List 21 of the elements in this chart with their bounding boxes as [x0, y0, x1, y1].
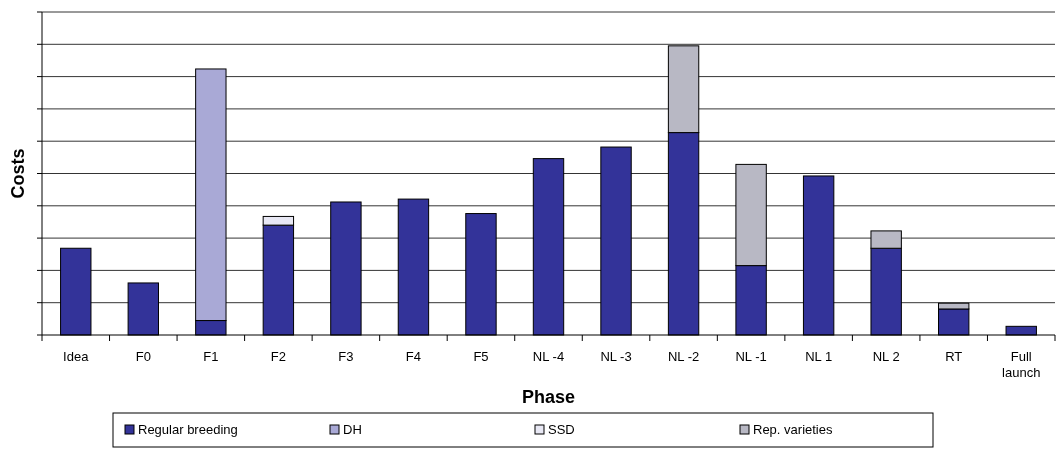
x-tick-label: NL 1 — [805, 349, 833, 364]
x-tick-label: RT — [945, 349, 963, 364]
legend-label: DH — [343, 422, 362, 437]
x-tick-label: NL -4 — [532, 349, 565, 364]
x-tick-label: NL -2 — [667, 349, 700, 364]
x-tick-label: F2 — [270, 349, 286, 364]
legend-label: SSD — [548, 422, 575, 437]
x-tick-label: F4 — [405, 349, 422, 364]
x-tick-label: NL -3 — [600, 349, 632, 364]
x-tick-label: Idea — [63, 349, 90, 364]
x-tick-label: Full launch — [1002, 349, 1041, 380]
x-tick-label: F5 — [473, 349, 489, 364]
legend-label: Rep. varieties — [753, 422, 833, 437]
x-tick-label: F0 — [135, 349, 151, 364]
x-tick-label: NL -1 — [735, 349, 767, 364]
x-tick-label: NL 2 — [872, 349, 900, 364]
y-axis-title: Costs — [8, 148, 28, 199]
x-tick-label: F1 — [203, 349, 219, 364]
legend-label: Regular breeding — [138, 422, 238, 437]
x-axis-title: Phase — [521, 387, 576, 407]
x-tick-label: F3 — [338, 349, 354, 364]
